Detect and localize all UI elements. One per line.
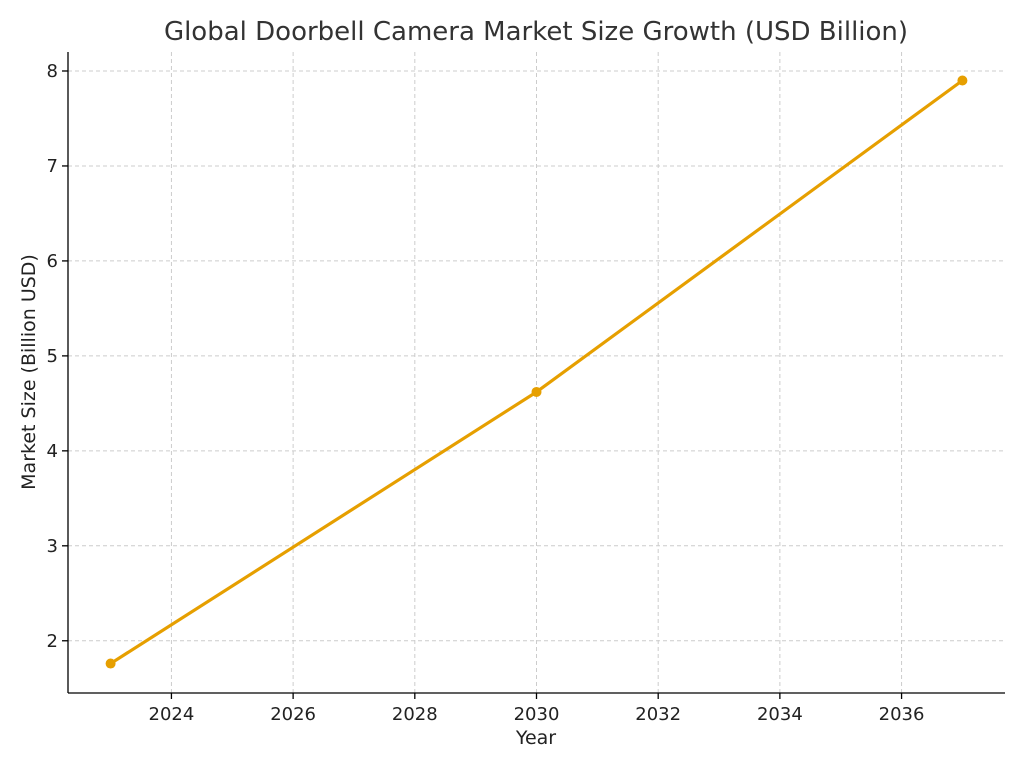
x-tick-label: 2036 — [879, 704, 925, 725]
y-tick-label: 8 — [47, 61, 58, 82]
x-tick-label: 2034 — [757, 704, 803, 725]
y-tick-label: 5 — [47, 346, 58, 367]
ticks: 2024 2026 2028 2030 2032 2034 2036 2 3 4 5 6 7 8 — [47, 61, 925, 725]
x-tick-label: 2026 — [270, 704, 316, 725]
y-tick-label: 6 — [47, 251, 58, 272]
data-point-marker — [105, 658, 116, 669]
x-tick-label: 2030 — [514, 704, 560, 725]
axes — [67, 52, 1005, 694]
x-tick-label: 2028 — [392, 704, 438, 725]
x-axis-label: Year — [515, 727, 556, 749]
y-tick-label: 7 — [47, 156, 58, 177]
data-point-marker — [531, 386, 542, 397]
y-tick-label: 2 — [47, 631, 58, 652]
x-tick-label: 2024 — [149, 704, 195, 725]
x-tick-label: 2032 — [635, 704, 681, 725]
data-point-marker — [957, 75, 968, 86]
chart-title: Global Doorbell Camera Market Size Growt… — [164, 17, 908, 47]
grid-lines — [68, 52, 1005, 693]
y-tick-label: 4 — [47, 441, 58, 462]
data-series — [105, 75, 968, 669]
y-axis-label: Market Size (Billion USD) — [18, 254, 40, 490]
y-tick-label: 3 — [47, 536, 58, 557]
